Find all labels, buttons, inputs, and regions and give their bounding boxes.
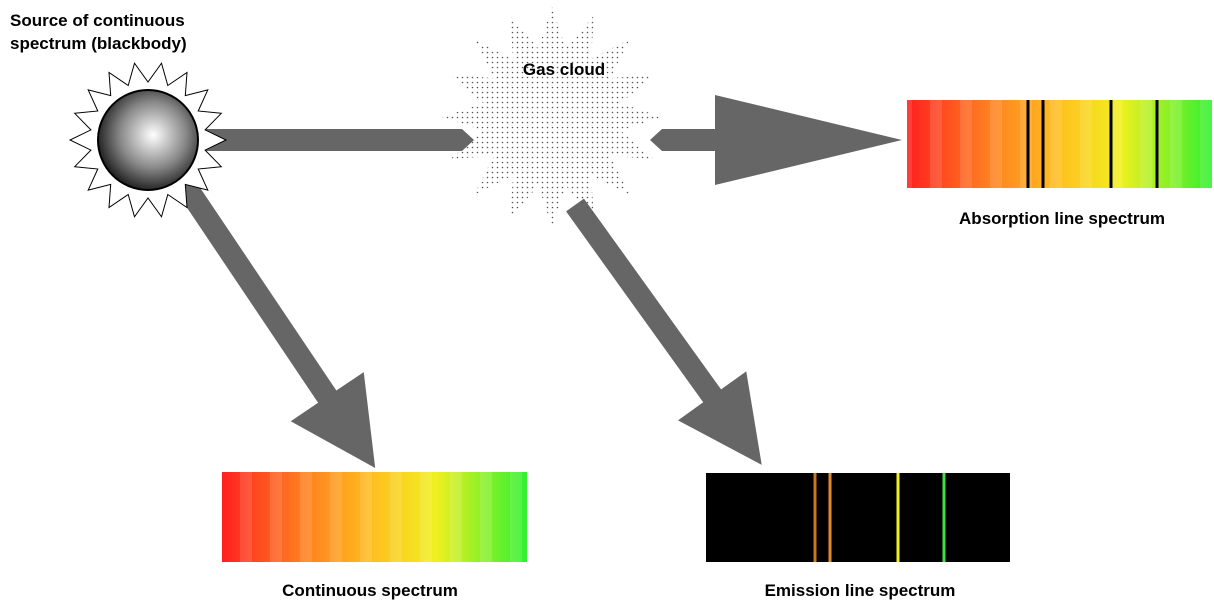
source-label: Source of continuous [10, 11, 185, 30]
arrows [175, 95, 902, 469]
spectrum-label: Absorption line spectrum [959, 209, 1165, 228]
source-label: spectrum (blackbody) [10, 34, 187, 53]
gas-cloud-label: Gas cloud [523, 60, 605, 79]
arrow [175, 178, 376, 469]
arrow [200, 129, 474, 151]
spectrum-band [706, 473, 1010, 562]
spectrum-label: Emission line spectrum [765, 581, 956, 600]
continuous-spectrum [222, 472, 527, 562]
emission-spectrum [706, 473, 1010, 562]
absorption-spectrum [907, 100, 1212, 188]
spectrum-label: Continuous spectrum [282, 581, 458, 600]
arrow [566, 198, 762, 465]
arrow [650, 95, 902, 185]
spectrum-stripes [907, 100, 1212, 188]
gas-cloud [442, 7, 662, 227]
sun [97, 89, 199, 191]
spectrum-stripes [222, 472, 527, 562]
